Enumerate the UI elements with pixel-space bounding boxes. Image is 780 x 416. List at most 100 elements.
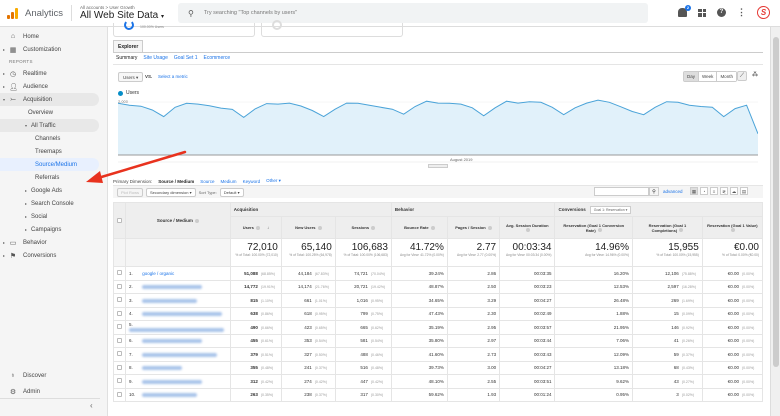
account-selector[interactable]: All accounts > User Growth All Web Site … <box>80 5 164 21</box>
column-header-avg-duration[interactable]: Avg. Session Duration <box>499 216 556 239</box>
tab-explorer[interactable]: Explorer <box>113 40 144 52</box>
sidebar-item-acquisition[interactable]: ▾ ⤚ Acquisition <box>0 93 99 106</box>
sidebar-item-search-console[interactable]: ▸ Search Console <box>25 200 74 207</box>
dimension-keyword-link[interactable]: Keyword <box>242 178 261 184</box>
redacted-source-link[interactable] <box>142 298 198 303</box>
metric-dropdown[interactable]: Users ▾ <box>118 72 144 82</box>
sidebar-item-google-ads[interactable]: ▸ Google Ads <box>25 187 63 194</box>
source-medium-link[interactable]: google / organic <box>142 270 175 276</box>
secondary-dimension-dropdown[interactable]: Secondary dimension ▾ <box>146 187 196 197</box>
sidebar-item-all-traffic[interactable]: ▾ All Traffic <box>0 119 99 132</box>
avatar[interactable]: S <box>757 6 770 19</box>
page-scrollbar[interactable] <box>770 27 780 416</box>
redacted-source-link[interactable] <box>142 285 203 290</box>
column-header-pages-session[interactable]: Pages / Session <box>446 216 501 239</box>
column-header-sessions[interactable]: Sessions <box>334 216 392 239</box>
column-header-value[interactable]: Reservation (Goal 1 Value) <box>701 216 764 239</box>
dimension-medium-link[interactable]: Medium <box>220 178 237 184</box>
select-metric-link[interactable]: Select a metric <box>158 74 188 79</box>
column-header-bounce-rate[interactable]: Bounce Rate <box>390 216 448 239</box>
column-header-new-users[interactable]: New Users <box>280 216 336 239</box>
row-checkbox[interactable] <box>113 266 126 281</box>
dimension-other-dropdown[interactable]: Other ▾ <box>266 178 281 183</box>
row-checkbox[interactable] <box>113 360 126 375</box>
sidebar-item-source-medium[interactable]: Source/Medium <box>0 158 99 171</box>
sidebar-item-treemaps[interactable]: Treemaps <box>35 148 62 155</box>
goal-dropdown[interactable]: Goal 1: Reservation ▾ <box>589 205 632 214</box>
sidebar-item-social[interactable]: ▸ Social <box>25 213 48 220</box>
redacted-source-link[interactable] <box>129 328 224 333</box>
data-table-icon[interactable]: ▦ <box>690 187 698 195</box>
more-vert-icon[interactable]: ⋮ <box>737 7 746 17</box>
subtab-site-usage[interactable]: Site Usage <box>143 55 168 61</box>
advanced-filter-link[interactable]: advanced <box>663 189 683 194</box>
term-cloud-icon[interactable]: ☁ <box>730 187 738 195</box>
row-checkbox[interactable] <box>113 306 126 321</box>
row-checkbox[interactable] <box>113 333 126 348</box>
row-checkbox[interactable] <box>113 347 126 362</box>
period-month-button[interactable]: Month <box>717 72 736 81</box>
sort-type-dropdown[interactable]: Default ▾ <box>219 187 244 197</box>
sidebar-item-discover[interactable]: ♁ Discover <box>10 372 47 379</box>
users-area-chart[interactable] <box>118 97 758 167</box>
caret-right-icon: ▸ <box>3 240 6 245</box>
pivot-table-icon[interactable]: ▤ <box>740 187 748 195</box>
sidebar-item-customization[interactable]: ▸ ▦ Customization <box>3 46 62 54</box>
period-day-button[interactable]: Day <box>684 72 700 81</box>
caret-right-icon: ▸ <box>25 214 28 219</box>
comparison-icon[interactable]: ≷ <box>720 187 728 195</box>
table-search-input[interactable] <box>594 187 649 196</box>
sidebar-item-channels[interactable]: Channels <box>35 135 61 142</box>
summary-card[interactable]: 100.00% Users <box>113 20 255 37</box>
collapse-sidebar-chevron-icon[interactable]: ‹ <box>90 401 93 410</box>
chart-resize-handle[interactable] <box>428 164 448 168</box>
apps-grid-icon[interactable] <box>698 8 706 17</box>
caret-right-icon: ▸ <box>25 227 28 232</box>
redacted-source-link[interactable] <box>142 339 203 344</box>
subtab-summary[interactable]: Summary <box>116 55 138 61</box>
search-icon[interactable]: ⚲ <box>649 187 659 196</box>
redacted-source-link[interactable] <box>142 352 218 357</box>
summary-card[interactable] <box>261 20 403 37</box>
analytics-logo-icon[interactable] <box>7 7 19 19</box>
row-checkbox[interactable] <box>113 320 126 335</box>
table-row: 8. 355 (0.48%) 241 (0.37%) 516 (0.48%) 39.73% 3… <box>113 360 764 375</box>
row-checkbox[interactable] <box>113 279 126 294</box>
row-checkbox[interactable] <box>113 293 126 308</box>
help-icon[interactable]: ? <box>717 8 726 17</box>
sidebar-item-behavior[interactable]: ▸ ▭ Behavior <box>3 239 47 247</box>
data-table: Source / Medium Acquisition Behavior Con… <box>113 202 764 402</box>
pie-chart-icon[interactable]: ◔ <box>700 187 708 195</box>
summary-cards: 100.00% Users <box>113 20 403 37</box>
subtab-goal-set-1[interactable]: Goal Set 1 <box>173 55 198 61</box>
redacted-source-link[interactable] <box>142 366 183 371</box>
search-bar[interactable]: ⚲ Try searching "Top channels by users" <box>178 3 648 23</box>
sidebar-item-conversions[interactable]: ▸ ⚑ Conversions <box>3 252 57 260</box>
redacted-source-link[interactable] <box>142 312 223 317</box>
line-chart-icon[interactable]: ⟋ <box>737 71 747 81</box>
column-header-completions[interactable]: Reservation (Goal 1 Completions) <box>632 216 703 239</box>
row-checkbox[interactable] <box>113 374 126 389</box>
sidebar-item-overview[interactable]: Overview <box>28 109 54 116</box>
motion-chart-icon[interactable]: ⁂ <box>750 71 760 81</box>
dimension-source-link[interactable]: Source <box>200 178 215 184</box>
notifications-bell-icon[interactable]: 2 <box>678 5 691 17</box>
sidebar-item-campaigns[interactable]: ▸ Campaigns <box>25 226 62 233</box>
subtab-ecommerce[interactable]: Ecommerce <box>203 55 231 61</box>
sidebar-item-home[interactable]: ⌂ Home <box>10 33 40 40</box>
column-header-conversion-rate[interactable]: Reservation (Goal 1 Conversion Rate) <box>554 216 633 239</box>
redacted-source-link[interactable] <box>142 393 198 398</box>
period-week-button[interactable]: Week <box>699 72 718 81</box>
performance-bar-icon[interactable]: ≡ <box>710 187 718 195</box>
sidebar-item-realtime[interactable]: ▸ ◷ Realtime <box>3 70 47 78</box>
column-header-users[interactable]: Users ↓ <box>229 216 282 239</box>
plot-rows-button[interactable]: Plot Rows <box>117 187 144 197</box>
sidebar-item-admin[interactable]: ⚙ Admin <box>9 388 41 396</box>
chart-legend: Users <box>118 90 139 96</box>
select-all-checkbox[interactable] <box>113 202 126 239</box>
column-header-source-medium[interactable]: Source / Medium <box>125 202 231 239</box>
redacted-source-link[interactable] <box>142 379 203 384</box>
sidebar-item-referrals[interactable]: Referrals <box>35 174 60 181</box>
sidebar-item-audience[interactable]: ▸ 👤︎ Audience <box>3 83 49 91</box>
row-checkbox[interactable] <box>113 387 126 402</box>
